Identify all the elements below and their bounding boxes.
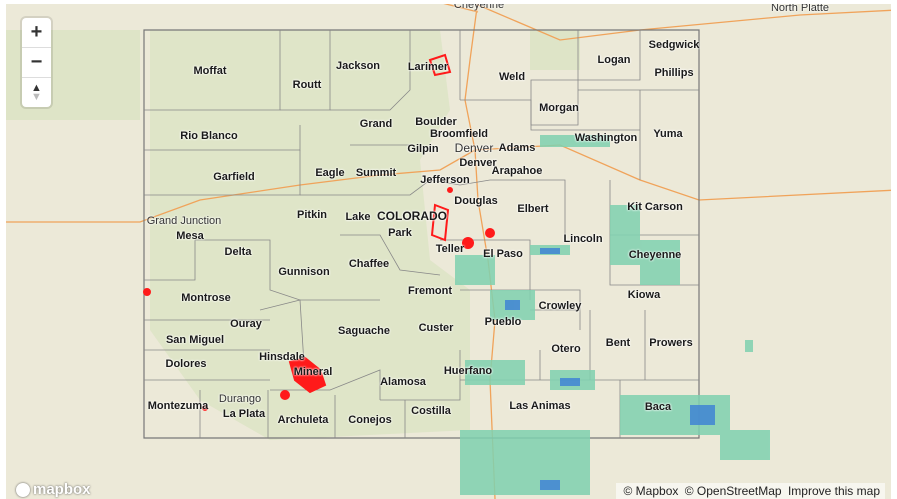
county-label: Baca (644, 401, 672, 413)
zoom-out-button[interactable]: − (22, 48, 51, 78)
county-label: Pueblo (484, 316, 522, 328)
navigation-control: + − ▲ ▼ (22, 18, 51, 107)
county-label: Sedgwick (648, 39, 700, 51)
county-label: Alamosa (380, 376, 426, 388)
county-label: Phillips (654, 67, 694, 79)
osm-attribution-link[interactable]: © OpenStreetMap (684, 484, 782, 498)
county-label: Ouray (230, 318, 262, 330)
fire-perimeters (143, 53, 495, 411)
county-label: San Miguel (165, 334, 225, 346)
county-label: Summit (355, 167, 397, 179)
county-label: Arapahoe (491, 165, 543, 177)
county-label: Denver (459, 157, 497, 169)
state-boundary (143, 29, 700, 439)
county-label: Fremont (408, 285, 452, 297)
county-label: Pitkin (297, 209, 327, 221)
county-label: Larimer (407, 61, 449, 73)
zoom-in-button[interactable]: + (22, 18, 51, 48)
county-label: Lake (345, 211, 371, 223)
county-label: Mesa (176, 230, 204, 242)
county-label: Gilpin (407, 143, 439, 155)
county-label: Park (388, 227, 412, 239)
county-label: Cheyenne (628, 249, 682, 261)
mapbox-logo-icon (16, 482, 30, 497)
county-label: Weld (498, 71, 526, 83)
city-label: Cheyenne (453, 4, 505, 11)
county-label: Garfield (213, 171, 255, 183)
county-label: Jefferson (420, 174, 470, 186)
county-label: Eagle (315, 167, 345, 179)
map-canvas[interactable]: Moffat Routt Jackson Larimer Weld Logan Sedgwi… (6, 4, 891, 499)
city-label: North Platte (770, 4, 830, 14)
county-label: Montezuma (147, 400, 209, 412)
map-layers (6, 4, 891, 499)
mapbox-attribution-link[interactable]: © Mapbox (623, 484, 679, 498)
county-label: Saguache (338, 325, 390, 337)
improve-map-link[interactable]: Improve this map (787, 484, 880, 498)
county-label: Douglas (454, 195, 498, 207)
city-label: Durango (218, 393, 262, 405)
county-label: Prowers (649, 337, 693, 349)
county-label: El Paso (483, 248, 523, 260)
county-label: Broomfield (429, 128, 489, 140)
county-label: Kit Carson (627, 201, 683, 213)
attribution: © Mapbox © OpenStreetMap Improve this ma… (615, 483, 885, 499)
county-label: Archuleta (277, 414, 329, 426)
county-label: Otero (551, 343, 581, 355)
county-label: Boulder (415, 116, 457, 128)
county-label: Morgan (539, 102, 579, 114)
county-label: Moffat (193, 65, 227, 77)
radar-echoes (455, 135, 770, 495)
mapbox-logo[interactable]: mapbox (16, 481, 91, 498)
county-label: Dolores (165, 358, 207, 370)
county-label: Mineral (293, 366, 333, 378)
county-label: Teller (435, 243, 465, 255)
compass-button[interactable]: ▲ ▼ (31, 81, 42, 103)
state-label: COLORADO (377, 209, 447, 223)
county-label: Kiowa (627, 289, 661, 301)
county-label: Montrose (181, 292, 231, 304)
county-label: Costilla (411, 405, 451, 417)
county-label: Delta (224, 246, 252, 258)
county-label: Rio Blanco (180, 130, 238, 142)
county-label: Adams (498, 142, 536, 154)
compass-icon: ▲ (31, 81, 42, 94)
county-label: Chaffee (348, 258, 390, 270)
county-label: Elbert (517, 203, 549, 215)
county-label: Grand (359, 118, 393, 130)
county-label: Crowley (538, 300, 582, 312)
county-label: Logan (597, 54, 631, 66)
county-label: Routt (292, 79, 322, 91)
county-label: Jackson (335, 60, 381, 72)
county-label: Gunnison (278, 266, 330, 278)
county-label: Hinsdale (259, 351, 305, 363)
county-label: Conejos (348, 414, 392, 426)
county-label: Custer (418, 322, 454, 334)
county-boundaries (144, 30, 699, 438)
city-label: Grand Junction (146, 215, 222, 227)
county-label: Lincoln (563, 233, 603, 245)
county-label: Huerfano (443, 365, 493, 377)
county-label: Yuma (653, 128, 683, 140)
county-label: Bent (605, 337, 631, 349)
county-label: La Plata (222, 408, 266, 420)
county-label: Las Animas (509, 400, 571, 412)
city-label: Denver (454, 141, 494, 155)
county-label: Washington (574, 132, 638, 144)
